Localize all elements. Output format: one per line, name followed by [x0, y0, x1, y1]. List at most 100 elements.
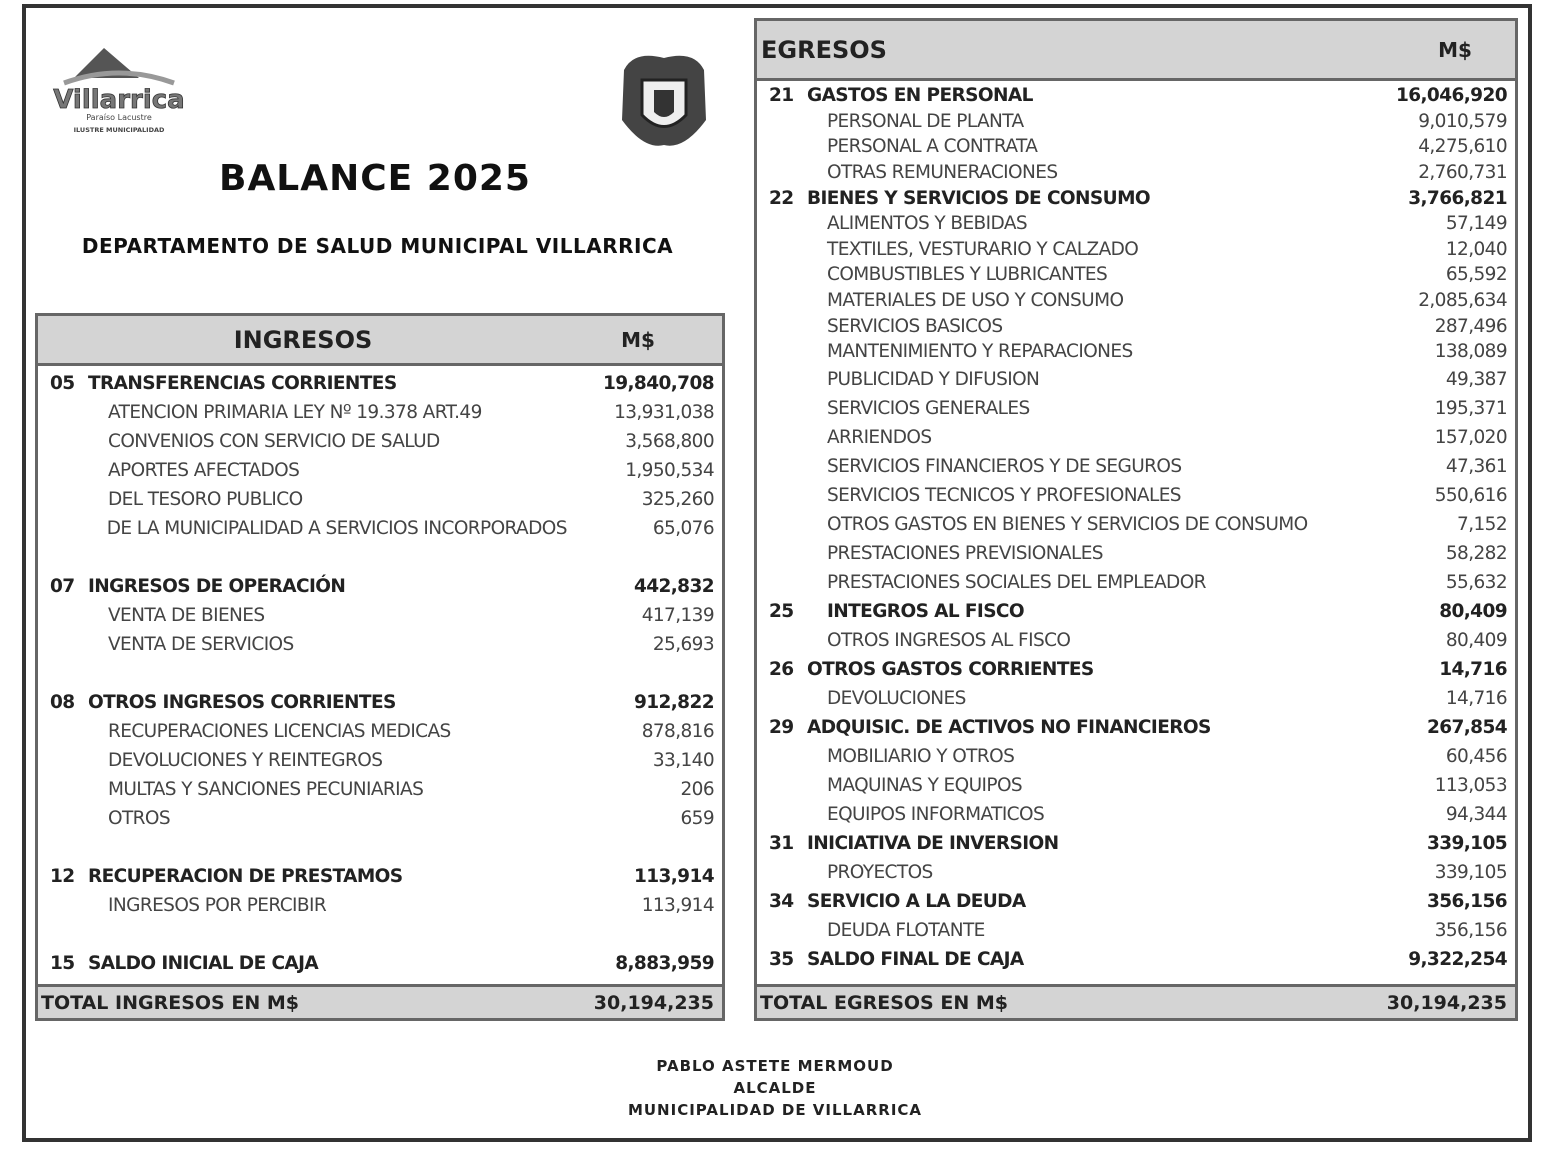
- row-label: MAQUINAS Y EQUIPOS: [827, 774, 1023, 796]
- egresos-rows: 21 GASTOS EN PERSONAL 16,046,920 PERSONAL D…: [757, 81, 1515, 974]
- row-label: EQUIPOS INFORMATICOS: [827, 803, 1045, 825]
- item-row: DEUDA FLOTANTE 356,156: [757, 916, 1515, 945]
- row-value: 12,040: [1445, 238, 1508, 260]
- section-row: 07 INGRESOS DE OPERACIÓN 442,832: [38, 572, 722, 601]
- row-label: OTROS INGRESOS CORRIENTES: [88, 692, 396, 713]
- row-value: 3,766,821: [1408, 187, 1507, 209]
- municipal-crest-icon: [614, 50, 714, 150]
- egresos-header: EGRESOS M$: [757, 21, 1515, 81]
- item-row: TEXTILES, VESTURARIO Y CALZADO 12,040: [757, 237, 1515, 263]
- row-value: 16,046,920: [1395, 85, 1508, 107]
- row-value: 65,592: [1445, 264, 1508, 286]
- row-value: 55,632: [1445, 571, 1508, 593]
- row-value: 60,456: [1445, 745, 1508, 767]
- row-value: 267,854: [1426, 716, 1508, 738]
- item-row: RECUPERACIONES LICENCIAS MEDICAS 878,816: [38, 717, 722, 746]
- item-row: EQUIPOS INFORMATICOS 94,344: [757, 800, 1515, 829]
- row-label: DEUDA FLOTANTE: [827, 919, 985, 941]
- section-row: 21 GASTOS EN PERSONAL 16,046,920: [757, 83, 1515, 109]
- ingresos-header: INGRESOS M$: [38, 316, 722, 366]
- ingresos-unit: M$: [621, 327, 655, 352]
- row-value: 25,693: [652, 634, 715, 655]
- section-row: 15 SALDO INICIAL DE CAJA 8,883,959: [38, 949, 722, 978]
- item-row: DEL TESORO PUBLICO 325,260: [38, 485, 722, 514]
- item-row: OTROS 659: [38, 804, 722, 833]
- row-value: 14,716: [1445, 687, 1508, 709]
- row-value: 19,840,708: [602, 373, 715, 394]
- section-row: 29 ADQUISIC. DE ACTIVOS NO FINANCIEROS 267…: [757, 713, 1515, 742]
- ingresos-title: INGRESOS: [233, 325, 373, 354]
- signer-role: ALCALDE: [733, 1079, 817, 1097]
- row-code: 08: [50, 692, 75, 713]
- row-value: 4,275,610: [1418, 136, 1507, 158]
- row-value: 195,371: [1434, 397, 1508, 419]
- item-row: DEVOLUCIONES Y REINTEGROS 33,140: [38, 746, 722, 775]
- row-label: SALDO INICIAL DE CAJA: [88, 953, 319, 974]
- row-label: PERSONAL A CONTRATA: [827, 136, 1038, 158]
- row-code: 21: [769, 85, 794, 107]
- row-label: MULTAS Y SANCIONES PECUNIARIAS: [108, 779, 424, 800]
- row-code: 34: [769, 890, 794, 912]
- row-value: 2,085,634: [1418, 290, 1507, 312]
- item-row: DEVOLUCIONES 14,716: [757, 684, 1515, 713]
- row-code: 35: [769, 948, 794, 970]
- row-label: DEL TESORO PUBLICO: [108, 489, 303, 510]
- row-label: APORTES AFECTADOS: [108, 460, 300, 481]
- row-value: 58,282: [1445, 542, 1508, 564]
- total-value: 30,194,235: [593, 991, 714, 1014]
- spacer-row: [38, 659, 722, 688]
- row-label: SALDO FINAL DE CAJA: [807, 948, 1024, 970]
- row-label: DEVOLUCIONES Y REINTEGROS: [108, 750, 383, 771]
- row-code: 05: [50, 373, 75, 394]
- row-label: MANTENIMIENTO Y REPARACIONES: [827, 341, 1133, 363]
- row-value: 138,089: [1434, 341, 1508, 363]
- row-value: 47,361: [1445, 455, 1508, 477]
- villarrica-logo: Villarrica Paraíso Lacustre ILUSTRE MUNI…: [44, 38, 194, 138]
- row-value: 80,409: [1439, 600, 1507, 622]
- item-row: INGRESOS POR PERCIBIR 113,914: [38, 891, 722, 920]
- item-row: PROYECTOS 339,105: [757, 858, 1515, 887]
- item-row: SERVICIOS GENERALES 195,371: [757, 394, 1515, 423]
- row-value: 339,105: [1434, 861, 1508, 883]
- section-row: 26 OTROS GASTOS CORRIENTES 14,716: [757, 655, 1515, 684]
- egresos-unit: M$: [1438, 37, 1472, 62]
- item-row: COMBUSTIBLES Y LUBRICANTES 65,592: [757, 262, 1515, 288]
- section-row: 35 SALDO FINAL DE CAJA 9,322,254: [757, 945, 1515, 974]
- row-value: 442,832: [633, 576, 715, 597]
- row-value: 157,020: [1434, 426, 1508, 448]
- row-label: PRESTACIONES PREVISIONALES: [827, 542, 1104, 564]
- row-value: 339,105: [1426, 832, 1508, 854]
- row-label: DEVOLUCIONES: [827, 687, 966, 709]
- row-code: 31: [769, 832, 794, 854]
- row-label: COMBUSTIBLES Y LUBRICANTES: [827, 264, 1108, 286]
- row-label: PROYECTOS: [827, 861, 933, 883]
- spacer-row: [38, 920, 722, 949]
- row-code: 22: [769, 187, 794, 209]
- row-value: 57,149: [1445, 213, 1508, 235]
- row-code: 29: [769, 716, 794, 738]
- row-value: 80,409: [1445, 629, 1508, 651]
- row-value: 33,140: [652, 750, 715, 771]
- total-label: TOTAL EGRESOS EN M$: [760, 991, 1008, 1014]
- item-row: VENTA DE SERVICIOS 25,693: [38, 630, 722, 659]
- row-label: ARRIENDOS: [827, 426, 932, 448]
- ingresos-rows: 05 TRANSFERENCIAS CORRIENTES 19,840,708 ATE…: [38, 366, 722, 978]
- row-label: PUBLICIDAD Y DIFUSION: [827, 368, 1040, 390]
- row-label: SERVICIOS FINANCIEROS Y DE SEGUROS: [827, 455, 1182, 477]
- row-value: 325,260: [641, 489, 715, 510]
- row-label: MATERIALES DE USO Y CONSUMO: [827, 290, 1124, 312]
- item-row: APORTES AFECTADOS 1,950,534: [38, 456, 722, 485]
- row-label: SERVICIO A LA DEUDA: [807, 890, 1026, 912]
- item-row: PRESTACIONES PREVISIONALES 58,282: [757, 539, 1515, 568]
- row-label: PRESTACIONES SOCIALES DEL EMPLEADOR: [827, 571, 1207, 593]
- item-row: PERSONAL A CONTRATA 4,275,610: [757, 134, 1515, 160]
- row-code: 25: [769, 600, 794, 622]
- row-value: 94,344: [1445, 803, 1508, 825]
- section-row: 22 BIENES Y SERVICIOS DE CONSUMO 3,766,821: [757, 185, 1515, 211]
- row-label: INICIATIVA DE INVERSION: [807, 832, 1059, 854]
- row-value: 113,914: [641, 895, 715, 916]
- row-label: INTEGROS AL FISCO: [827, 600, 1025, 622]
- row-label: OTROS INGRESOS AL FISCO: [827, 629, 1071, 651]
- item-row: SERVICIOS TECNICOS Y PROFESIONALES 550,61…: [757, 481, 1515, 510]
- row-label: SERVICIOS GENERALES: [827, 397, 1030, 419]
